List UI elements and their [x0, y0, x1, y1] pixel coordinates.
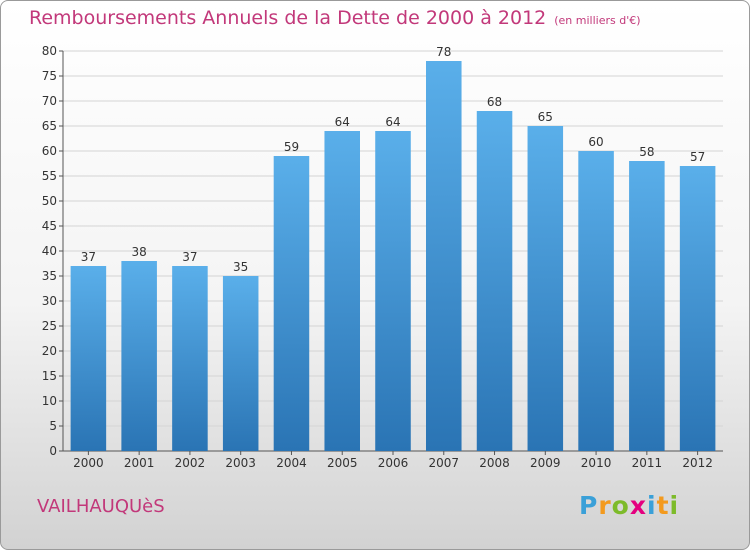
x-tick-label: 2000	[73, 456, 104, 470]
y-tick-label: 5	[49, 419, 57, 433]
brand-letter: P	[579, 491, 599, 520]
brand-letter: t	[656, 491, 670, 520]
bar	[222, 276, 259, 451]
data-label: 64	[335, 115, 350, 129]
brand-letter: x	[629, 491, 647, 520]
bar	[375, 131, 411, 451]
x-tick-label: 2011	[632, 456, 663, 470]
bar	[172, 266, 208, 451]
chart-title: Remboursements Annuels de la Dette de 20…	[29, 7, 547, 29]
y-tick-label: 65	[42, 119, 57, 133]
y-tick-label: 10	[42, 394, 57, 408]
y-tick-label: 60	[42, 144, 57, 158]
y-tick-label: 70	[42, 94, 57, 108]
y-tick-label: 80	[42, 44, 57, 58]
brand-logo: Proxiti	[579, 491, 679, 520]
data-label: 60	[588, 135, 603, 149]
bar	[70, 266, 107, 451]
data-label: 58	[639, 145, 654, 159]
bar	[121, 261, 157, 451]
bar	[527, 126, 564, 451]
bars	[70, 61, 716, 451]
data-label: 59	[284, 140, 299, 154]
city-name: VAILHAUQUèS	[37, 496, 165, 517]
data-label: 37	[182, 250, 197, 264]
data-label: 65	[538, 110, 553, 124]
title-block: Remboursements Annuels de la Dette de 20…	[29, 7, 641, 29]
x-tick-label: 2003	[225, 456, 256, 470]
y-tick-label: 40	[42, 244, 57, 258]
x-tick-label: 2001	[124, 456, 155, 470]
x-tick-label: 2010	[581, 456, 612, 470]
data-label: 78	[436, 45, 451, 59]
x-tick-label: 2012	[682, 456, 713, 470]
y-tick-label: 55	[42, 169, 57, 183]
y-tick-label: 15	[42, 369, 57, 383]
x-tick-label: 2004	[276, 456, 307, 470]
data-label: 38	[132, 245, 147, 259]
chart-subtitle: (en milliers d'€)	[554, 14, 641, 27]
data-labels: 37 38 37 35 59 64 64 78 68 65 60 58 57	[81, 45, 706, 274]
brand-letter: r	[598, 491, 612, 520]
bar	[578, 151, 614, 451]
x-tick-label: 2009	[530, 456, 561, 470]
y-tick-label: 0	[49, 444, 57, 458]
y-tick-label: 75	[42, 69, 57, 83]
data-label: 35	[233, 260, 248, 274]
bar	[476, 111, 513, 451]
data-label: 57	[690, 150, 705, 164]
y-tick-label: 20	[42, 344, 57, 358]
y-tick-label: 35	[42, 269, 57, 283]
y-tick-label: 30	[42, 294, 57, 308]
bar	[426, 61, 462, 451]
brand-letter: o	[611, 491, 630, 520]
data-label: 64	[385, 115, 400, 129]
y-tick-label: 45	[42, 219, 57, 233]
bar	[629, 161, 665, 451]
x-tick-label: 2007	[428, 456, 459, 470]
brand-letter: i	[669, 491, 680, 520]
data-label: 37	[81, 250, 96, 264]
x-tick-label: 2002	[175, 456, 206, 470]
data-label: 68	[487, 95, 502, 109]
bar	[679, 166, 716, 451]
y-tick-label: 25	[42, 319, 57, 333]
brand-letter: i	[647, 491, 657, 520]
y-tick-label: 50	[42, 194, 57, 208]
axes: 0 5 10 15 20 25 30 35 40 45 50 55 60 65 70 75 80 2000 2001…	[42, 44, 723, 470]
bar	[273, 156, 310, 451]
x-tick-label: 2005	[327, 456, 358, 470]
x-tick-label: 2006	[378, 456, 409, 470]
bar	[324, 131, 360, 451]
x-tick-label: 2008	[479, 456, 510, 470]
